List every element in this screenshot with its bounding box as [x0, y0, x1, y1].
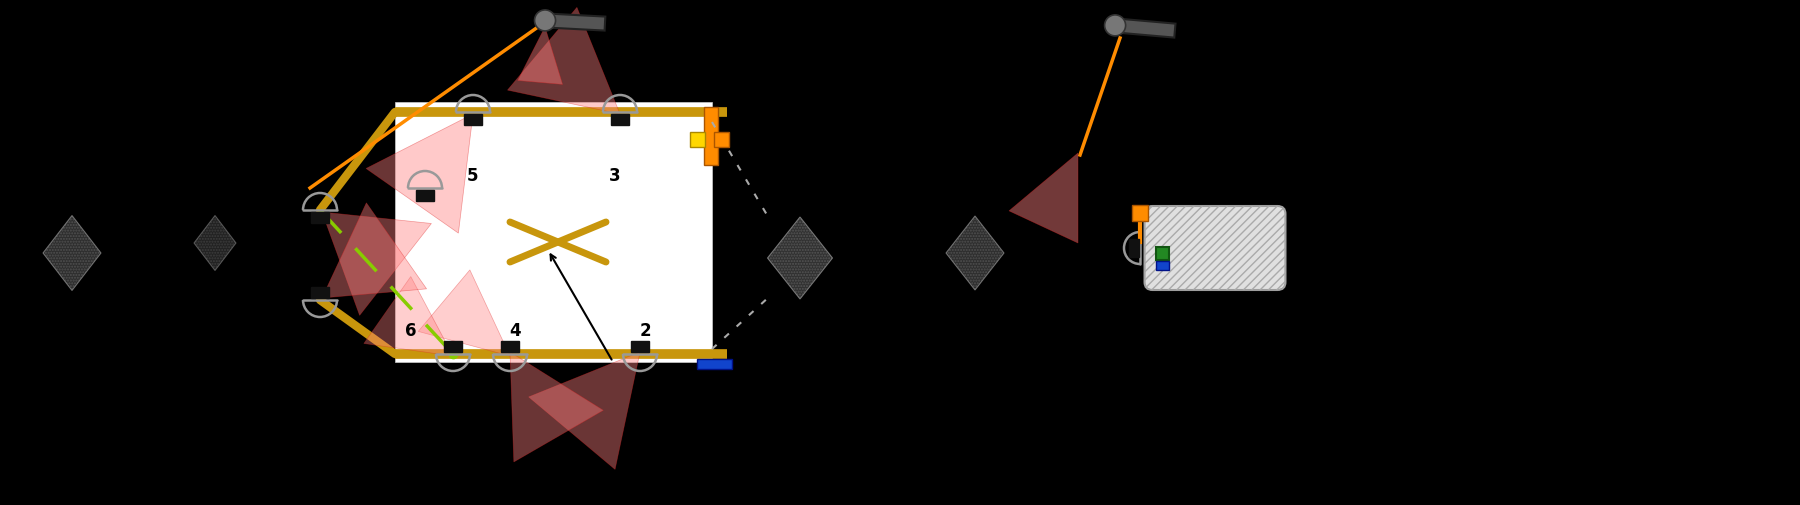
Bar	[697, 359, 733, 369]
Bar	[689, 132, 706, 147]
Circle shape	[1105, 15, 1125, 36]
Bar	[1132, 205, 1148, 221]
Bar	[1129, 239, 1139, 257]
Bar	[704, 107, 718, 165]
Bar	[715, 132, 729, 147]
Polygon shape	[947, 216, 1004, 290]
Polygon shape	[545, 14, 605, 31]
Polygon shape	[365, 114, 473, 233]
Polygon shape	[322, 203, 427, 298]
Bar	[311, 287, 329, 298]
Polygon shape	[508, 8, 619, 114]
Bar	[500, 341, 520, 352]
Text: 2: 2	[639, 322, 652, 340]
Polygon shape	[43, 216, 101, 290]
Bar	[416, 190, 434, 201]
Bar	[1156, 247, 1168, 260]
Text: 3: 3	[608, 167, 621, 185]
Circle shape	[535, 10, 556, 31]
Bar	[311, 212, 329, 223]
Polygon shape	[1114, 18, 1175, 37]
FancyBboxPatch shape	[1145, 206, 1285, 290]
Polygon shape	[364, 277, 454, 356]
Bar	[610, 114, 630, 125]
Bar	[630, 341, 650, 352]
Bar	[464, 114, 482, 125]
Polygon shape	[767, 217, 832, 299]
Text: 6: 6	[405, 322, 418, 340]
Bar	[394, 102, 713, 362]
Polygon shape	[509, 352, 603, 462]
Polygon shape	[418, 270, 509, 356]
Polygon shape	[518, 27, 563, 84]
Polygon shape	[1010, 153, 1078, 243]
Polygon shape	[529, 352, 641, 469]
Text: 4: 4	[509, 322, 520, 340]
Polygon shape	[194, 216, 236, 271]
Bar	[443, 341, 463, 352]
Polygon shape	[322, 212, 432, 315]
Bar	[1156, 261, 1168, 270]
Text: 5: 5	[468, 167, 479, 185]
